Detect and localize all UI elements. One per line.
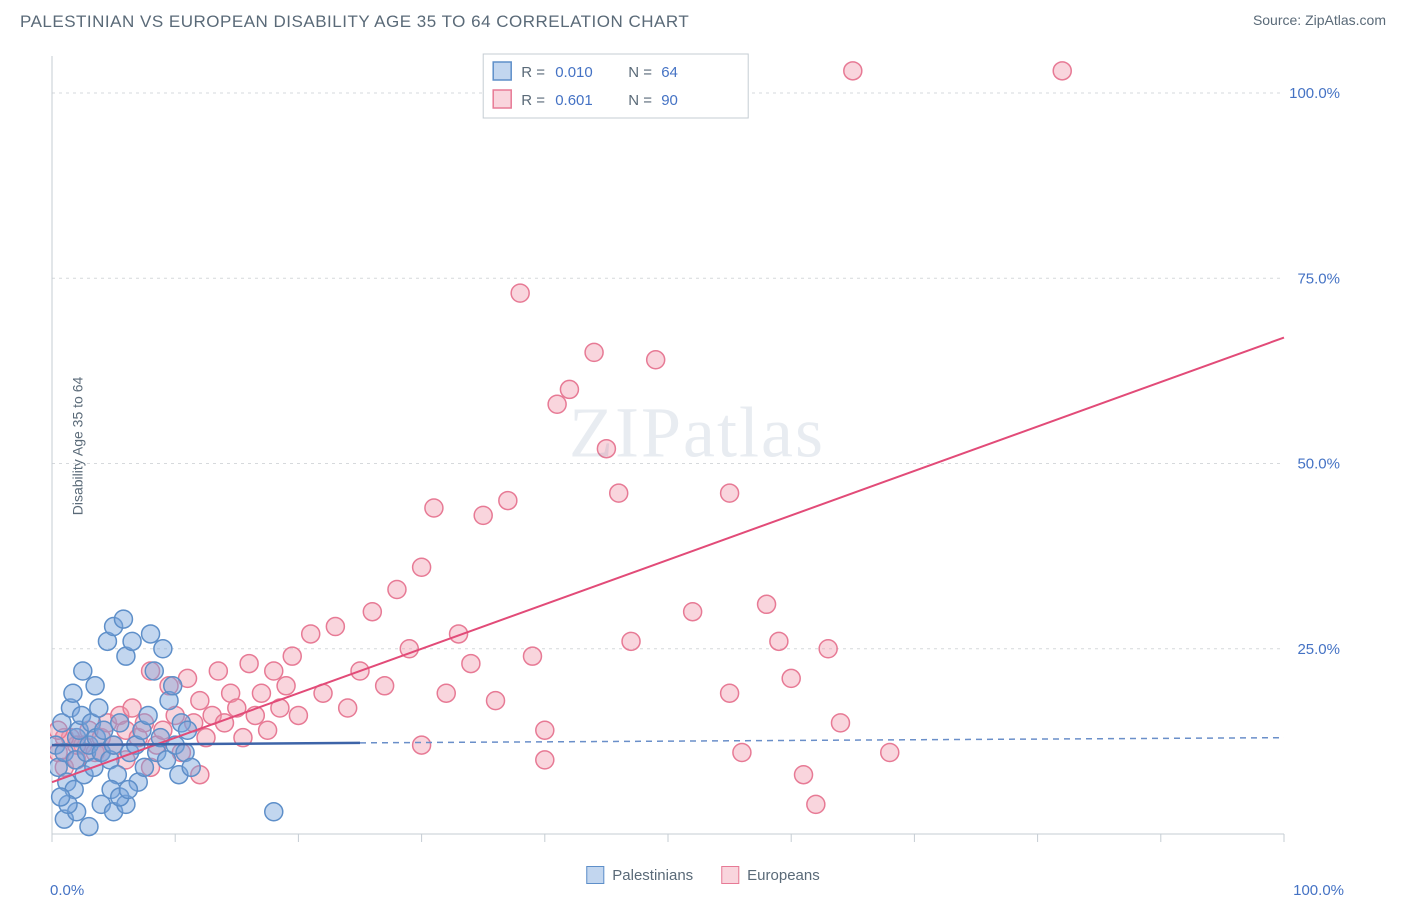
data-point <box>622 632 640 650</box>
svg-text:64: 64 <box>661 64 678 81</box>
data-point <box>209 662 227 680</box>
data-point <box>844 62 862 80</box>
data-point <box>114 610 132 628</box>
data-point <box>795 766 813 784</box>
data-point <box>252 684 270 702</box>
data-point <box>111 714 129 732</box>
data-point <box>684 603 702 621</box>
data-point <box>487 692 505 710</box>
data-point <box>523 647 541 665</box>
data-point <box>585 343 603 361</box>
svg-text:0.601: 0.601 <box>555 92 593 109</box>
data-point <box>462 655 480 673</box>
legend-swatch <box>493 62 511 80</box>
y-tick-label: 25.0% <box>1297 641 1340 658</box>
data-point <box>376 677 394 695</box>
data-point <box>191 692 209 710</box>
data-point <box>265 803 283 821</box>
data-point <box>425 499 443 517</box>
data-point <box>597 440 615 458</box>
data-point <box>831 714 849 732</box>
data-point <box>123 632 141 650</box>
data-point <box>474 506 492 524</box>
data-point <box>90 699 108 717</box>
data-point <box>807 795 825 813</box>
data-point <box>536 721 554 739</box>
data-point <box>721 684 739 702</box>
data-point <box>881 743 899 761</box>
data-point <box>154 640 172 658</box>
data-point <box>782 669 800 687</box>
data-point <box>182 758 200 776</box>
data-point <box>610 484 628 502</box>
data-point <box>536 751 554 769</box>
source-label: Source: ZipAtlas.com <box>1253 12 1386 32</box>
trend-line-europeans <box>52 338 1284 783</box>
data-point <box>363 603 381 621</box>
data-point <box>74 662 92 680</box>
data-point <box>647 351 665 369</box>
data-point <box>228 699 246 717</box>
data-point <box>339 699 357 717</box>
svg-text:N =: N = <box>628 92 652 109</box>
chart-area: 25.0% 50.0% 75.0% 100.0% R = 0.010 N = 64 R = 0.6… <box>50 46 1344 852</box>
data-point <box>819 640 837 658</box>
legend-swatch <box>586 866 604 884</box>
data-point <box>135 758 153 776</box>
data-point <box>164 677 182 695</box>
data-point <box>145 662 163 680</box>
data-point <box>64 684 82 702</box>
data-point <box>413 558 431 576</box>
legend-label: Europeans <box>747 867 820 884</box>
scatter-chart: 25.0% 50.0% 75.0% 100.0% R = 0.010 N = 64 R = 0.6… <box>50 46 1344 852</box>
data-point <box>289 706 307 724</box>
header: PALESTINIAN VS EUROPEAN DISABILITY AGE 3… <box>0 0 1406 40</box>
data-point <box>240 655 258 673</box>
svg-text:R =: R = <box>521 64 545 81</box>
legend-label: Palestinians <box>612 867 693 884</box>
data-point <box>511 284 529 302</box>
data-point <box>388 580 406 598</box>
bottom-legend: Palestinians Europeans <box>586 866 819 884</box>
trend-line-palestinians-ext <box>360 738 1284 743</box>
data-point <box>119 781 137 799</box>
chart-title: PALESTINIAN VS EUROPEAN DISABILITY AGE 3… <box>20 12 689 32</box>
data-point <box>259 721 277 739</box>
data-point <box>283 647 301 665</box>
data-point <box>758 595 776 613</box>
data-point <box>499 492 517 510</box>
svg-text:0.010: 0.010 <box>555 64 593 81</box>
data-point <box>123 699 141 717</box>
data-point <box>142 625 160 643</box>
data-point <box>733 743 751 761</box>
svg-text:N =: N = <box>628 64 652 81</box>
data-point <box>265 662 283 680</box>
svg-text:R =: R = <box>521 92 545 109</box>
y-tick-label: 100.0% <box>1289 85 1340 102</box>
data-point <box>277 677 295 695</box>
data-point <box>52 788 70 806</box>
svg-text:90: 90 <box>661 92 678 109</box>
data-point <box>770 632 788 650</box>
x-axis-min: 0.0% <box>50 882 84 899</box>
data-point <box>721 484 739 502</box>
x-axis-max: 100.0% <box>1293 882 1344 899</box>
data-point <box>413 736 431 754</box>
legend-swatch <box>721 866 739 884</box>
legend-swatch <box>493 90 511 108</box>
y-tick-label: 75.0% <box>1297 270 1340 287</box>
data-point <box>560 380 578 398</box>
data-point <box>548 395 566 413</box>
legend-item: Europeans <box>721 866 820 884</box>
data-point <box>86 677 104 695</box>
data-point <box>1053 62 1071 80</box>
top-legend: R = 0.010 N = 64 R = 0.601 N = 90 <box>483 54 748 118</box>
data-point <box>437 684 455 702</box>
data-point <box>302 625 320 643</box>
data-point <box>139 706 157 724</box>
data-point <box>80 818 98 836</box>
y-tick-label: 50.0% <box>1297 456 1340 473</box>
legend-item: Palestinians <box>586 866 693 884</box>
data-point <box>326 618 344 636</box>
